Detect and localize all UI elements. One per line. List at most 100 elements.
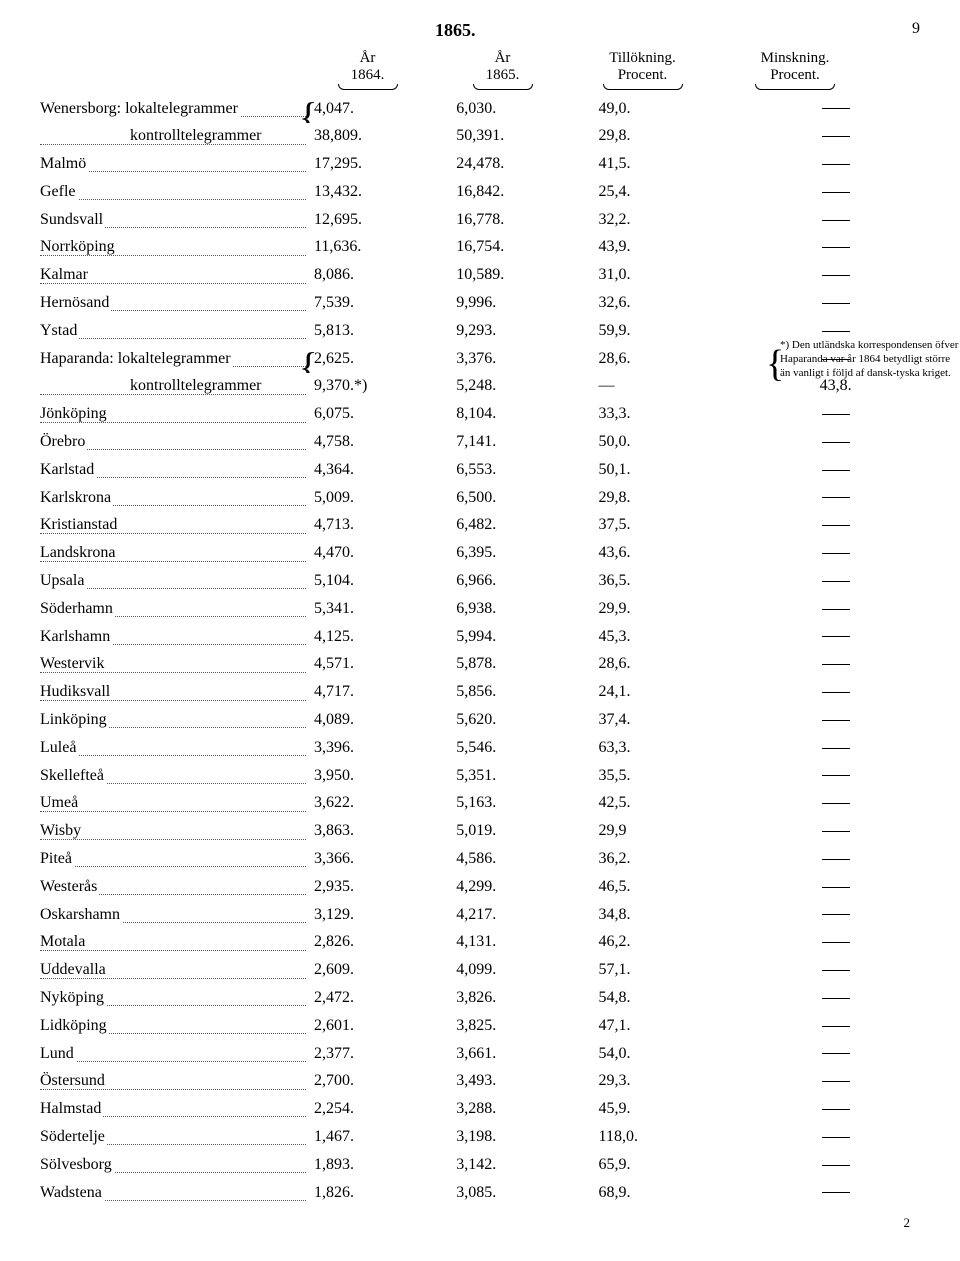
dash-icon: [822, 581, 850, 582]
cell-1865: 5,163.: [456, 790, 598, 818]
cell-1865: 6,030.: [456, 95, 598, 123]
location-label: Karlstad: [40, 461, 96, 478]
location-label: Sundsvall: [40, 211, 105, 228]
cell-1865: 16,754.: [456, 234, 598, 262]
table-row: Karlshamn4,125.5,994.45,3.: [40, 623, 920, 651]
location-label: kontrolltelegrammer: [40, 377, 264, 394]
cell-decrease: [751, 456, 920, 484]
cell-decrease: [751, 512, 920, 540]
location-label: Oskarshamn: [40, 906, 122, 923]
table-row: Wisby3,863.5,019.29,9: [40, 818, 920, 846]
location-label: Örebro: [40, 433, 87, 450]
cell-increase: 54,0.: [599, 1040, 752, 1068]
location-cell: Ystad: [40, 317, 314, 345]
cell-1864: 7,539.: [314, 290, 456, 318]
cell-decrease: [751, 206, 920, 234]
dash-icon: [822, 192, 850, 193]
table-row: Södertelje1,467.3,198.118,0.: [40, 1123, 920, 1151]
location-label: Westerås: [40, 878, 99, 895]
table-row: Söderhamn5,341.6,938.29,9.: [40, 595, 920, 623]
dash-icon: [822, 164, 850, 165]
cell-increase: 57,1.: [599, 957, 752, 985]
location-cell: Kristianstad: [40, 512, 314, 540]
location-cell: Lidköping: [40, 1012, 314, 1040]
cell-1865: 4,217.: [456, 901, 598, 929]
location-cell: Umeå: [40, 790, 314, 818]
cell-1864: 11,636.: [314, 234, 456, 262]
cell-1865: 3,493.: [456, 1068, 598, 1096]
dash-icon: [822, 220, 850, 221]
dash-icon: [822, 470, 850, 471]
cell-1865: 6,938.: [456, 595, 598, 623]
dash-icon: [822, 553, 850, 554]
location-cell: Haparanda: lokaltelegrammer{: [40, 345, 314, 373]
cell-1865: 4,099.: [456, 957, 598, 985]
location-label: Gefle: [40, 183, 78, 200]
cell-increase: 54,8.: [599, 985, 752, 1013]
cell-increase: 63,3.: [599, 734, 752, 762]
dash-icon: [822, 303, 850, 304]
dash-icon: [822, 887, 850, 888]
cell-decrease: [751, 1096, 920, 1124]
dash-icon: [822, 247, 850, 248]
table-row: Norrköping11,636.16,754.43,9.: [40, 234, 920, 262]
cell-increase: 29,3.: [599, 1068, 752, 1096]
cell-decrease: [751, 540, 920, 568]
location-label: Wisby: [40, 822, 83, 839]
table-row: Jönköping6,075.8,104.33,3.: [40, 401, 920, 429]
dash-icon: [822, 692, 850, 693]
location-label: Karlshamn: [40, 628, 112, 645]
dash-icon: [822, 748, 850, 749]
cell-1865: 4,299.: [456, 873, 598, 901]
cell-1865: 16,778.: [456, 206, 598, 234]
cell-decrease: 43,8.: [751, 373, 920, 401]
cell-1865: 3,826.: [456, 985, 598, 1013]
cell-increase: 50,1.: [599, 456, 752, 484]
table-row: Malmö17,295.24,478.41,5.: [40, 151, 920, 179]
cell-1864: 4,089.: [314, 707, 456, 735]
location-label: Uddevalla: [40, 961, 108, 978]
cell-increase: 49,0.: [599, 95, 752, 123]
cell-1865: 3,142.: [456, 1151, 598, 1179]
table-row: Haparanda: lokaltelegrammer{2,625.3,376.…: [40, 345, 920, 373]
cell-increase: —: [599, 373, 752, 401]
cell-1865: 4,131.: [456, 929, 598, 957]
location-label: Malmö: [40, 155, 88, 172]
table-row: Upsala5,104.6,966.36,5.: [40, 568, 920, 596]
cell-1865: 7,141.: [456, 429, 598, 457]
cell-decrease: [751, 1012, 920, 1040]
cell-decrease: [751, 734, 920, 762]
table-row: Gefle13,432.16,842.25,4.: [40, 178, 920, 206]
cell-1864: 8,086.: [314, 262, 456, 290]
cell-1864: 3,396.: [314, 734, 456, 762]
cell-1865: 5,248.: [456, 373, 598, 401]
table-row: Luleå3,396.5,546.63,3.: [40, 734, 920, 762]
table-row: Lund2,377.3,661.54,0.: [40, 1040, 920, 1068]
cell-1864: 5,104.: [314, 568, 456, 596]
cell-1864: 3,622.: [314, 790, 456, 818]
column-headers: År 1864. År 1865. Tillökning. Procent. M…: [40, 50, 920, 93]
cell-1864: 4,047.: [314, 95, 456, 123]
hdr-inc-bot: Procent.: [570, 67, 715, 84]
dash-icon: [822, 942, 850, 943]
cell-decrease: [751, 1179, 920, 1207]
cell-1864: 3,129.: [314, 901, 456, 929]
cell-increase: 29,9: [599, 818, 752, 846]
cell-1865: 3,085.: [456, 1179, 598, 1207]
cell-1864: 2,700.: [314, 1068, 456, 1096]
location-label: Nyköping: [40, 989, 106, 1006]
cell-1865: 16,842.: [456, 178, 598, 206]
table-row: Hudiksvall4,717.5,856.24,1.: [40, 679, 920, 707]
cell-decrease: [751, 957, 920, 985]
dash-icon: [822, 108, 850, 109]
dash-icon: [822, 1109, 850, 1110]
table-row: Sölvesborg1,893.3,142.65,9.: [40, 1151, 920, 1179]
cell-1865: 3,288.: [456, 1096, 598, 1124]
location-label: Hudiksvall: [40, 683, 112, 700]
cell-1865: 3,198.: [456, 1123, 598, 1151]
dash-icon: [822, 275, 850, 276]
location-label: Söderhamn: [40, 600, 115, 617]
dash-icon: [822, 525, 850, 526]
dash-icon: [822, 442, 850, 443]
location-cell: Gefle: [40, 178, 314, 206]
